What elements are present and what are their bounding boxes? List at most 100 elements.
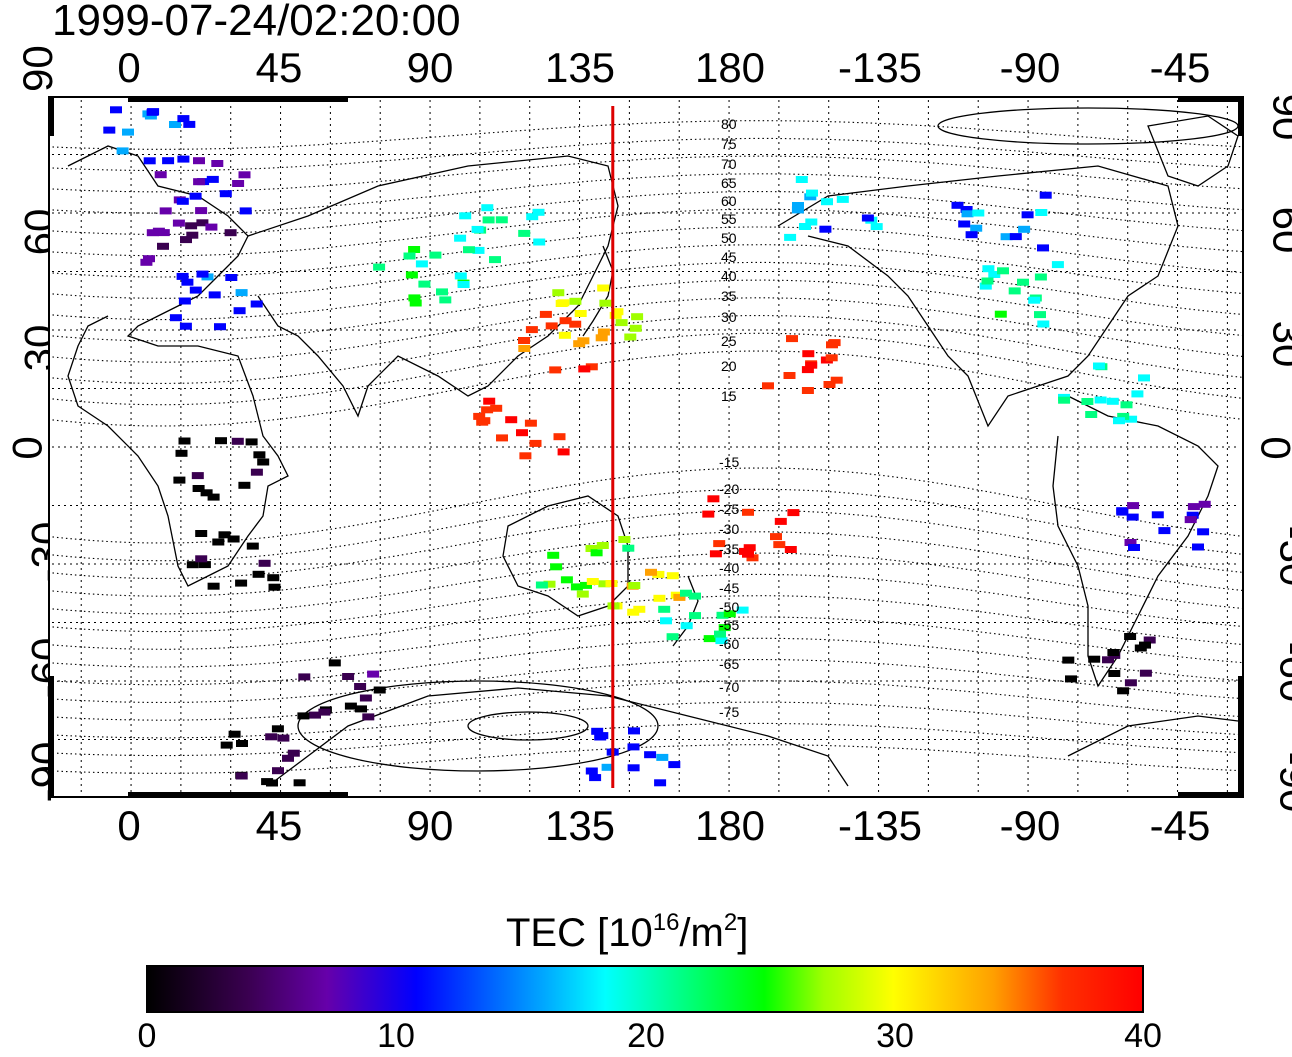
- tec-cell: [801, 366, 814, 374]
- tec-cell: [569, 297, 582, 305]
- tec-cell: [618, 536, 631, 543]
- tec-cell: [981, 277, 994, 285]
- tec-cell: [482, 216, 495, 224]
- tec-cell: [660, 617, 672, 625]
- tec-cell: [629, 324, 642, 332]
- tec-cell: [1143, 636, 1156, 644]
- tec-cell: [519, 452, 532, 460]
- colorbar-title-unit-exponent: 2: [723, 909, 738, 936]
- contour-label: 75: [721, 136, 737, 152]
- tec-cell: [362, 713, 375, 721]
- tec-cell: [631, 313, 644, 321]
- tec-cell: [611, 308, 624, 316]
- tec-cell: [481, 204, 494, 212]
- lon-tick-bottom: 135: [544, 802, 616, 849]
- tec-cell: [265, 733, 278, 741]
- tec-cell: [960, 206, 973, 213]
- tec-cell: [198, 561, 211, 569]
- tec-cell: [723, 610, 736, 618]
- tec-cell: [1113, 417, 1125, 425]
- tec-cell: [146, 229, 159, 237]
- tec-cell: [257, 458, 270, 466]
- tec-cell: [143, 157, 156, 165]
- tec-cell: [1008, 287, 1021, 295]
- tec-cell: [193, 178, 206, 186]
- lon-tick-top: 135: [544, 44, 616, 91]
- tec-cell: [481, 406, 494, 414]
- tec-cell: [762, 382, 774, 390]
- tec-cell: [186, 231, 199, 239]
- tec-cell: [144, 112, 157, 120]
- tec-cell: [773, 541, 786, 549]
- tec-cell: [585, 545, 598, 552]
- colorbar-tick: 0: [137, 1017, 157, 1055]
- tec-cell: [287, 749, 300, 757]
- tec-cell: [218, 531, 231, 539]
- tec-cell: [574, 310, 587, 317]
- tec-cell: [823, 381, 836, 388]
- tec-cell: [1124, 539, 1137, 546]
- tec-cell: [718, 624, 731, 632]
- lat-tick-right: -30: [1271, 525, 1292, 587]
- tec-cell: [1116, 508, 1129, 516]
- tec-cell: [585, 363, 598, 371]
- tec-cell: [250, 468, 263, 476]
- tec-cell: [586, 578, 599, 585]
- tec-measurements: [103, 106, 1211, 787]
- tec-map: 80 75 70 65 60 55 50 45 40 35 30 25 20 1…: [48, 96, 1244, 798]
- tec-cell: [801, 387, 814, 394]
- tec-cell: [233, 307, 246, 315]
- tec-cell: [547, 551, 560, 559]
- tec-cell: [207, 493, 220, 501]
- tec-cell: [154, 171, 167, 179]
- contour-line: [48, 332, 1244, 406]
- tec-cell: [557, 299, 570, 307]
- tec-cell: [1037, 320, 1050, 328]
- tec-cell: [200, 489, 213, 497]
- tec-cell: [169, 121, 181, 128]
- tec-cell: [212, 538, 225, 546]
- tec-cell: [231, 437, 244, 445]
- lon-tick-bottom: 0: [117, 802, 141, 849]
- tec-cell: [1131, 390, 1144, 398]
- tec-cell: [1186, 511, 1199, 519]
- tec-cell: [169, 314, 182, 322]
- tec-cell: [267, 574, 280, 582]
- tec-cell: [714, 630, 726, 638]
- tec-cell: [560, 576, 573, 584]
- tec-cell: [219, 190, 232, 198]
- tec-cell: [405, 271, 418, 279]
- tec-cell: [152, 227, 165, 235]
- tec-cell: [1126, 513, 1139, 521]
- tec-cell: [805, 361, 818, 369]
- tec-cell: [225, 274, 238, 281]
- tec-cell: [258, 559, 271, 567]
- tec-cell: [550, 563, 563, 571]
- contour-label: 35: [721, 288, 737, 304]
- tec-cell: [146, 108, 159, 116]
- tec-cell: [552, 289, 565, 297]
- tec-cell: [1192, 543, 1204, 551]
- tec-cell: [596, 542, 609, 549]
- tec-cell: [570, 583, 583, 591]
- tec-cell: [122, 128, 134, 136]
- tec-cell: [1197, 528, 1210, 536]
- timestamp-title: 1999-07-24/02:20:00: [52, 0, 461, 45]
- tec-cell: [673, 593, 686, 601]
- tec-cell: [709, 550, 722, 558]
- tec-cell: [1065, 675, 1077, 683]
- tec-cell: [297, 712, 310, 720]
- tec-cell: [463, 246, 475, 254]
- tec-cell: [490, 404, 503, 412]
- tec-cell: [140, 258, 153, 266]
- tec-cell: [1018, 225, 1031, 233]
- coastlines: [67, 107, 1239, 787]
- tec-cell: [238, 481, 251, 489]
- tec-cell: [770, 533, 782, 541]
- tec-cell: [1085, 411, 1098, 418]
- tec-cell: [186, 561, 199, 569]
- tec-cell: [774, 517, 787, 525]
- tec-cell: [557, 448, 570, 456]
- tec-cell: [795, 176, 808, 183]
- contour-label: 15: [721, 388, 737, 404]
